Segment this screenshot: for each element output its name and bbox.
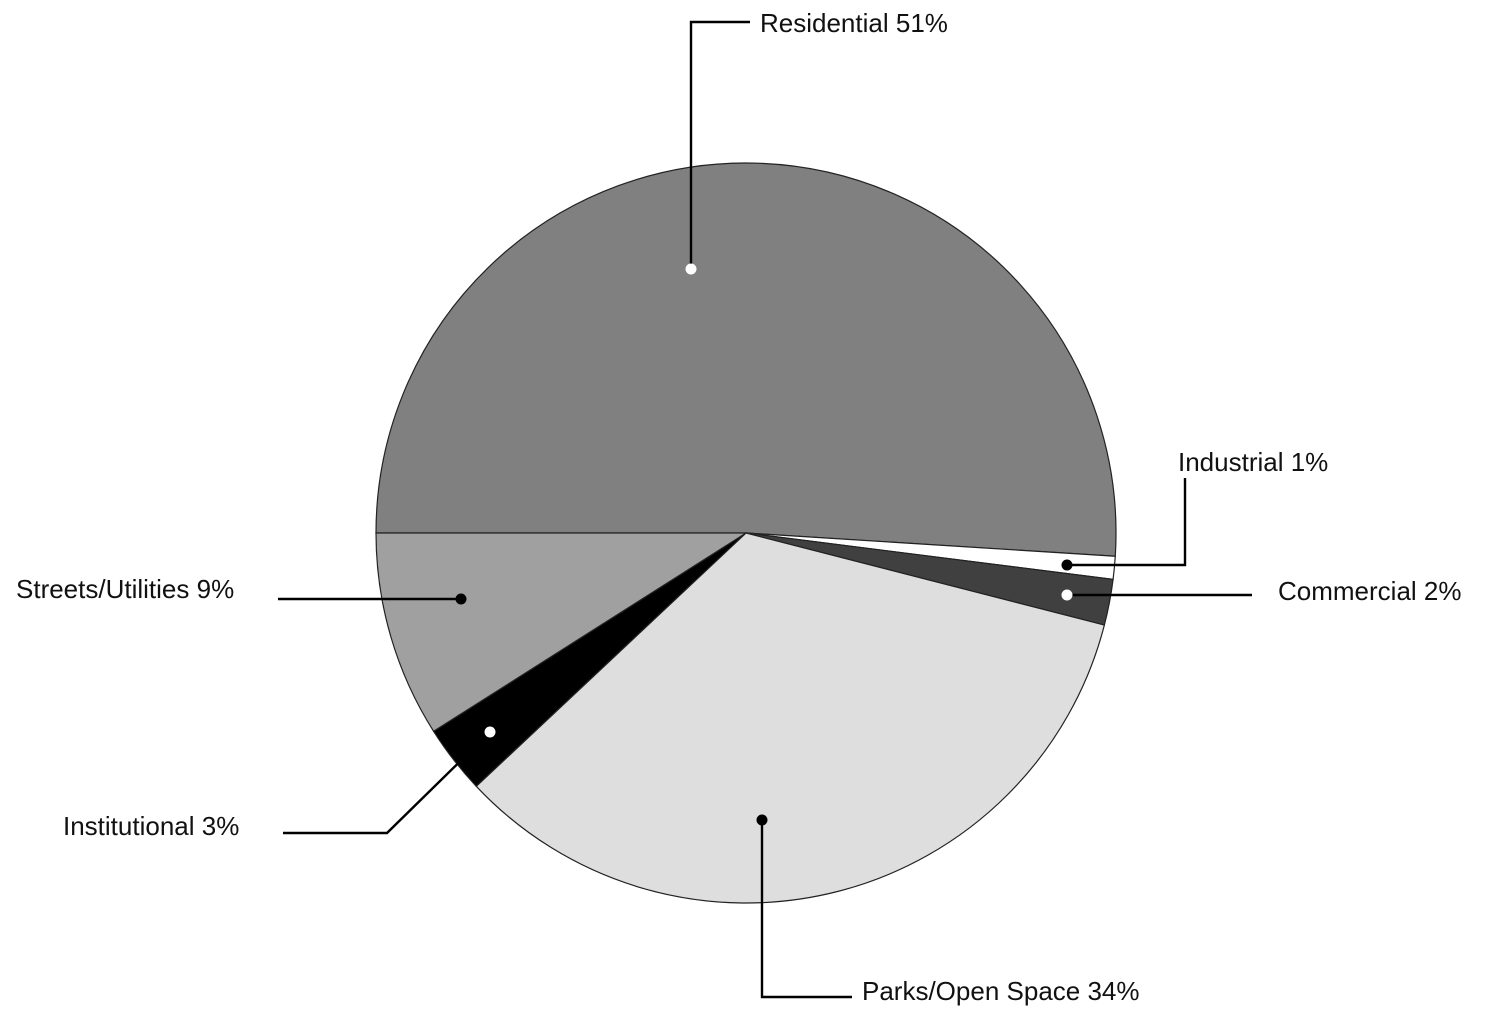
label-commercial: Commercial 2% <box>1278 576 1462 606</box>
label-streets-utilities: Streets/Utilities 9% <box>16 574 234 604</box>
pie-slice-parks-open-space <box>475 532 1106 904</box>
label-industrial: Industrial 1% <box>1178 447 1328 477</box>
label-residential: Residential 51% <box>760 8 948 38</box>
leader-dot-institutional <box>484 726 496 738</box>
leader-line-parks-open-space <box>760 820 852 999</box>
slice-labels: Residential 51% Industrial 1% Commercial… <box>16 8 1462 1006</box>
leader-dot-commercial <box>1061 589 1073 601</box>
label-institutional: Institutional 3% <box>63 811 239 841</box>
label-parks-open-space: Parks/Open Space 34% <box>862 976 1140 1006</box>
pie-slice-streets-utilities <box>375 532 749 733</box>
leader-line-institutional <box>283 731 491 835</box>
leader-dots <box>455 263 1073 826</box>
pie-slices <box>375 162 1117 904</box>
pie-slice-residential <box>375 162 1117 557</box>
leader-dot-residential <box>685 263 697 275</box>
leader-dot-streets-utilities <box>455 593 467 605</box>
leader-line-residential <box>689 20 750 269</box>
leader-line-industrial <box>1067 478 1187 567</box>
leader-dot-industrial <box>1061 559 1073 571</box>
leader-lines <box>278 20 1252 999</box>
leader-dot-parks-open-space <box>756 814 768 826</box>
